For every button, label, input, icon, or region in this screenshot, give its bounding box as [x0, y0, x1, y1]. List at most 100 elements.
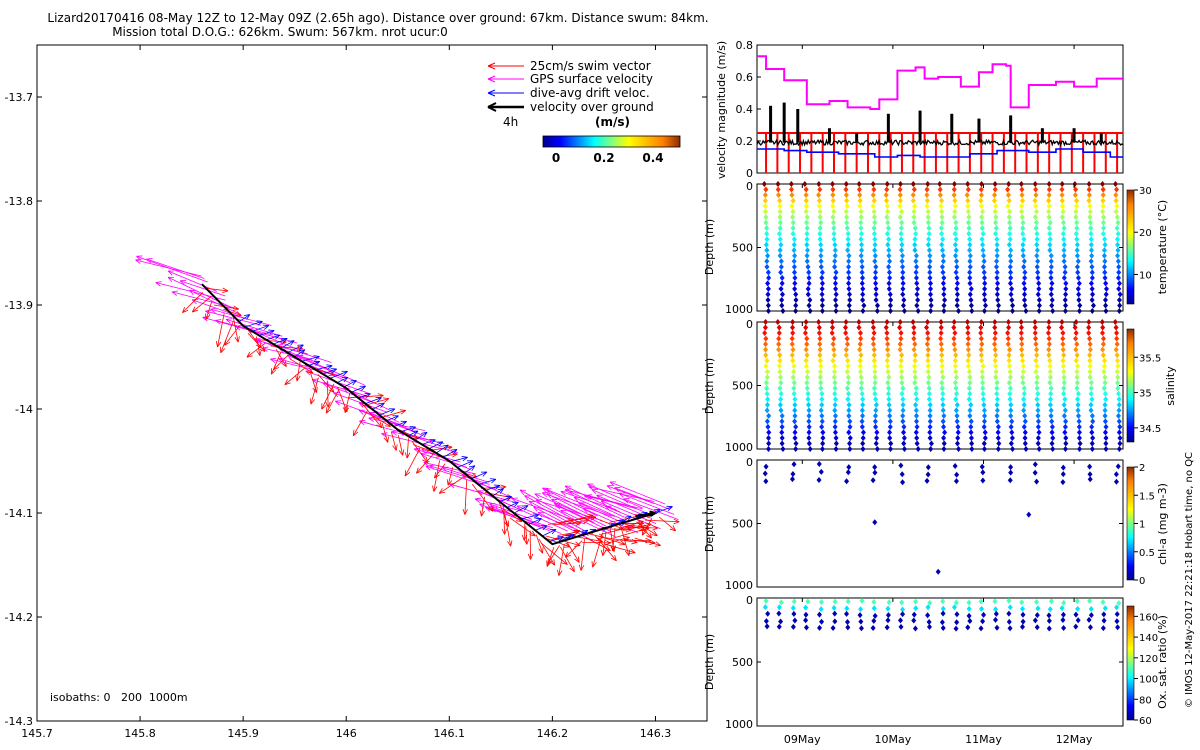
drift-arrow — [244, 320, 263, 328]
temp-point — [913, 230, 919, 237]
sal-point — [1034, 352, 1040, 359]
sal-point — [779, 412, 785, 419]
gps-arrow-shaft — [564, 485, 621, 513]
sal-point — [873, 407, 879, 414]
temp-point — [925, 241, 931, 248]
ox-point — [790, 605, 796, 612]
sal-point — [994, 401, 1000, 408]
temp-point — [1061, 274, 1067, 281]
temp-point — [1074, 236, 1080, 243]
sal-point — [846, 407, 852, 414]
temp-point — [1020, 230, 1026, 237]
sal-point — [994, 407, 1000, 414]
sal-point — [847, 423, 853, 430]
sal-point — [1100, 324, 1106, 331]
sal-point — [982, 434, 988, 441]
gps-arrow — [179, 279, 226, 297]
sal-point — [763, 335, 769, 342]
sal-point — [1046, 335, 1052, 342]
temp-point — [1062, 308, 1068, 314]
temp-point — [788, 186, 794, 193]
temp-point — [1034, 252, 1040, 259]
temp-point — [913, 258, 919, 265]
temp-point — [790, 219, 796, 226]
sal-point — [885, 346, 891, 353]
temp-point — [1046, 197, 1052, 204]
temp-point — [792, 280, 798, 287]
ox-point — [913, 605, 919, 612]
sal-point — [968, 434, 974, 441]
map-xtick-label: 145.7 — [21, 727, 53, 740]
temp-point — [914, 280, 920, 287]
sal-point — [804, 341, 810, 348]
sal-point — [806, 412, 812, 419]
temp-point — [1103, 280, 1109, 287]
swim-arrow-shaft — [566, 542, 580, 563]
temp-point — [873, 296, 879, 303]
drift-arrow-head — [535, 518, 542, 524]
sal-point — [965, 341, 971, 348]
sal-point — [1060, 330, 1066, 337]
swim-arrow — [567, 518, 590, 525]
swim-arrow-shaft — [390, 431, 397, 451]
temp-point — [1074, 263, 1080, 270]
sal-point — [1061, 368, 1067, 375]
ox-point — [763, 597, 769, 604]
temp-point — [897, 192, 903, 199]
temp-point — [1060, 230, 1066, 237]
date-tick-label: 11May — [965, 733, 1002, 746]
temp-point — [995, 296, 1001, 303]
temp-point — [860, 285, 866, 292]
gps-arrow-head — [546, 493, 554, 499]
temp-point — [910, 181, 916, 187]
sal-point — [1006, 363, 1012, 370]
temp-point — [954, 291, 960, 298]
drift-arrow — [386, 415, 399, 422]
gps-arrow-shaft — [551, 498, 607, 527]
temp-point — [911, 219, 917, 226]
sal-point — [832, 363, 838, 370]
ox-point — [776, 610, 782, 617]
swim-arrow-head — [587, 513, 594, 520]
sal-point — [817, 352, 823, 359]
swim-arrow — [605, 537, 638, 545]
temp-point — [829, 181, 835, 187]
temp-point — [870, 192, 876, 199]
ox-point — [1114, 618, 1120, 625]
sal-point — [951, 335, 957, 342]
chl-point — [1113, 471, 1119, 478]
temp-point — [1047, 236, 1053, 243]
temp-point — [1035, 274, 1041, 281]
sal-point — [804, 368, 810, 375]
sal-point — [1047, 374, 1053, 381]
sal-point — [1021, 396, 1027, 403]
temp-point — [1033, 225, 1039, 232]
drift-arrow-shaft — [365, 397, 382, 405]
sal-point — [833, 440, 839, 447]
temp-point — [778, 263, 784, 270]
swim-arrow-head — [306, 367, 314, 374]
drift-arrow — [421, 438, 436, 445]
swim-arrow-head — [259, 345, 266, 352]
swim-arrow — [213, 304, 239, 311]
temp-point — [1059, 186, 1065, 193]
swim-arrow-shaft — [348, 395, 384, 399]
sal-point — [776, 335, 782, 342]
sal-point — [845, 374, 851, 381]
sal-point — [964, 319, 970, 325]
sal-point — [886, 396, 892, 403]
swim-arrow-shaft — [547, 545, 560, 565]
sal-point — [858, 368, 864, 375]
sal-point — [1034, 363, 1040, 370]
ox-point — [980, 618, 986, 625]
temp-point — [777, 203, 783, 210]
chl-cbar-label: chl-a (mg m-3) — [1156, 483, 1169, 565]
temp-point — [833, 269, 839, 276]
temp-point — [899, 247, 905, 254]
temp-point — [1074, 225, 1080, 232]
temp-point — [928, 285, 934, 292]
gps-arrow-shaft — [623, 498, 679, 520]
map-ytick-label: -13.9 — [5, 299, 33, 312]
sal-point — [980, 385, 986, 392]
sal-point — [1103, 440, 1109, 447]
